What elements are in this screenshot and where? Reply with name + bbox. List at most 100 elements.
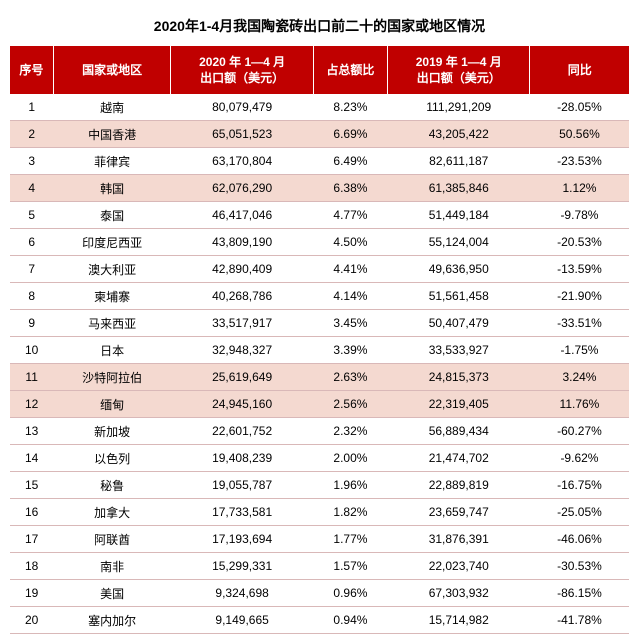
cell: 2.00% (313, 445, 387, 472)
cell: -1.75% (530, 337, 629, 364)
cell: -28.05% (530, 94, 629, 121)
cell: 46,417,046 (171, 202, 313, 229)
col-header-0: 序号 (10, 46, 53, 94)
cell: 以色列 (53, 445, 171, 472)
cell: 51,449,184 (388, 202, 530, 229)
cell: 22,023,740 (388, 553, 530, 580)
table-row: 17阿联酋17,193,6941.77%31,876,391-46.06% (10, 526, 629, 553)
cell: 中国香港 (53, 121, 171, 148)
table-row: 14以色列19,408,2392.00%21,474,702-9.62% (10, 445, 629, 472)
cell: 越南 (53, 94, 171, 121)
page-title: 2020年1-4月我国陶瓷砖出口前二十的国家或地区情况 (10, 16, 629, 36)
cell: 10 (10, 337, 53, 364)
cell: 澳大利亚 (53, 256, 171, 283)
cell: 49,636,950 (388, 256, 530, 283)
table-row: 2中国香港65,051,5236.69%43,205,42250.56% (10, 121, 629, 148)
cell: 美国 (53, 580, 171, 607)
cell: 17,193,694 (171, 526, 313, 553)
cell: -9.78% (530, 202, 629, 229)
cell: -25.05% (530, 499, 629, 526)
cell: 13 (10, 418, 53, 445)
table-row: 15秘鲁19,055,7871.96%22,889,819-16.75% (10, 472, 629, 499)
table-row: 19美国9,324,6980.96%67,303,932-86.15% (10, 580, 629, 607)
cell: -21.90% (530, 283, 629, 310)
cell: 31,876,391 (388, 526, 530, 553)
cell: 菲律宾 (53, 148, 171, 175)
cell: 12 (10, 391, 53, 418)
cell: 4.41% (313, 256, 387, 283)
cell: -20.53% (530, 229, 629, 256)
cell: 7 (10, 256, 53, 283)
cell: 15 (10, 472, 53, 499)
cell: 2 (10, 121, 53, 148)
table-header: 序号国家或地区2020 年 1—4 月出口额（美元）占总额比2019 年 1—4… (10, 46, 629, 94)
col-header-5: 同比 (530, 46, 629, 94)
cell: 1.77% (313, 526, 387, 553)
cell: 6.38% (313, 175, 387, 202)
table-body: 1越南80,079,4798.23%111,291,209-28.05%2中国香… (10, 94, 629, 634)
table-row: 10日本32,948,3273.39%33,533,927-1.75% (10, 337, 629, 364)
cell: 15,299,331 (171, 553, 313, 580)
col-header-3: 占总额比 (313, 46, 387, 94)
cell: -13.59% (530, 256, 629, 283)
cell: 0.94% (313, 607, 387, 634)
cell: 柬埔寨 (53, 283, 171, 310)
cell: 25,619,649 (171, 364, 313, 391)
cell: 4.77% (313, 202, 387, 229)
cell: 55,124,004 (388, 229, 530, 256)
cell: 40,268,786 (171, 283, 313, 310)
cell: 缅甸 (53, 391, 171, 418)
cell: 2.32% (313, 418, 387, 445)
cell: 南非 (53, 553, 171, 580)
cell: 9 (10, 310, 53, 337)
cell: 22,601,752 (171, 418, 313, 445)
cell: -33.51% (530, 310, 629, 337)
cell: 新加坡 (53, 418, 171, 445)
cell: 16 (10, 499, 53, 526)
cell: 23,659,747 (388, 499, 530, 526)
cell: 24,815,373 (388, 364, 530, 391)
cell: 5 (10, 202, 53, 229)
cell: -60.27% (530, 418, 629, 445)
cell: -9.62% (530, 445, 629, 472)
cell: 62,076,290 (171, 175, 313, 202)
cell: 82,611,187 (388, 148, 530, 175)
cell: 加拿大 (53, 499, 171, 526)
cell: -41.78% (530, 607, 629, 634)
cell: 20 (10, 607, 53, 634)
cell: 2.56% (313, 391, 387, 418)
cell: 3.39% (313, 337, 387, 364)
cell: 19,055,787 (171, 472, 313, 499)
cell: 2.63% (313, 364, 387, 391)
cell: 18 (10, 553, 53, 580)
table-row: 8柬埔寨40,268,7864.14%51,561,458-21.90% (10, 283, 629, 310)
cell: 17 (10, 526, 53, 553)
cell: 51,561,458 (388, 283, 530, 310)
table-row: 16加拿大17,733,5811.82%23,659,747-25.05% (10, 499, 629, 526)
cell: 9,149,665 (171, 607, 313, 634)
table-row: 3菲律宾63,170,8046.49%82,611,187-23.53% (10, 148, 629, 175)
cell: 65,051,523 (171, 121, 313, 148)
cell: 11 (10, 364, 53, 391)
cell: 80,079,479 (171, 94, 313, 121)
cell: 21,474,702 (388, 445, 530, 472)
cell: 61,385,846 (388, 175, 530, 202)
cell: 3.45% (313, 310, 387, 337)
col-header-1: 国家或地区 (53, 46, 171, 94)
cell: 43,205,422 (388, 121, 530, 148)
cell: 塞内加尔 (53, 607, 171, 634)
cell: 8 (10, 283, 53, 310)
cell: 22,319,405 (388, 391, 530, 418)
cell: 1 (10, 94, 53, 121)
cell: 秘鲁 (53, 472, 171, 499)
cell: -23.53% (530, 148, 629, 175)
cell: 1.96% (313, 472, 387, 499)
cell: 0.96% (313, 580, 387, 607)
cell: 日本 (53, 337, 171, 364)
cell: 泰国 (53, 202, 171, 229)
cell: 33,517,917 (171, 310, 313, 337)
cell: 50.56% (530, 121, 629, 148)
col-header-4: 2019 年 1—4 月出口额（美元） (388, 46, 530, 94)
cell: 印度尼西亚 (53, 229, 171, 256)
cell: 马来西亚 (53, 310, 171, 337)
